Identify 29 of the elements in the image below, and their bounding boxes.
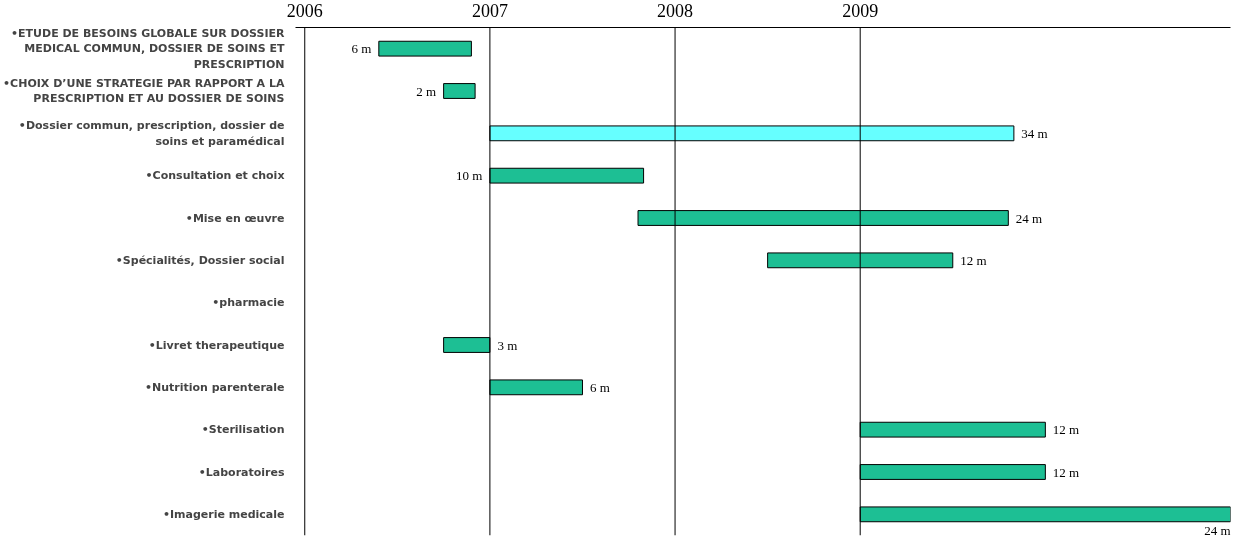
bar	[443, 83, 476, 99]
annotation: 6 m	[589, 379, 610, 395]
x-tick-label: 2008	[657, 0, 694, 21]
y-tick-label: •Consultation et choix	[145, 169, 285, 183]
annotation: 6 m	[351, 41, 372, 57]
annotation: 12 m	[1052, 464, 1080, 480]
annotation: 12 m	[1052, 422, 1080, 438]
y-tick-label: •Nutrition parenterale	[144, 380, 285, 394]
annotation: 3 m	[497, 337, 518, 353]
x-tick-label: 2006	[286, 0, 323, 21]
y-tick-label: •Laboratoires	[198, 465, 285, 479]
y-tick-label: •Imagerie medicale	[162, 507, 285, 521]
bar	[378, 40, 472, 57]
y-tick-label: •Livret therapeutique	[148, 338, 285, 352]
y-tick-label: •ETUDE DE BESOINS GLOBALE SUR DOSSIER MEDICAL COMMUN, DOSSIER DE SOINS ET PRESCRIPTION	[11, 26, 286, 71]
y-tick-label: •Dossier commun, prescription, dossier de soins et paramédical	[18, 119, 285, 148]
annotation: 10 m	[456, 168, 483, 184]
y-tick-label: •pharmacie	[212, 296, 285, 310]
annotation: 2 m	[416, 83, 437, 99]
x-tick-label: 2007	[471, 0, 508, 21]
y-tick-label: •CHOIX D’UNE STRATEGIE PAR RAPPORT A LA PRESCRIPTION ET AU DOSSIER DE SOINS	[3, 76, 285, 106]
y-tick-label: •Sterilisation	[201, 423, 285, 437]
y-tick-label: •Mise en œuvre	[185, 211, 285, 225]
annotation: 34 m	[1021, 125, 1048, 141]
y-tick-label: •Spécialités, Dossier social	[115, 253, 285, 267]
x-tick-label: 2009	[842, 0, 879, 21]
annotation: 24 m	[1204, 522, 1231, 538]
annotation: 24 m	[1015, 210, 1043, 226]
annotation: 12 m	[960, 252, 987, 268]
